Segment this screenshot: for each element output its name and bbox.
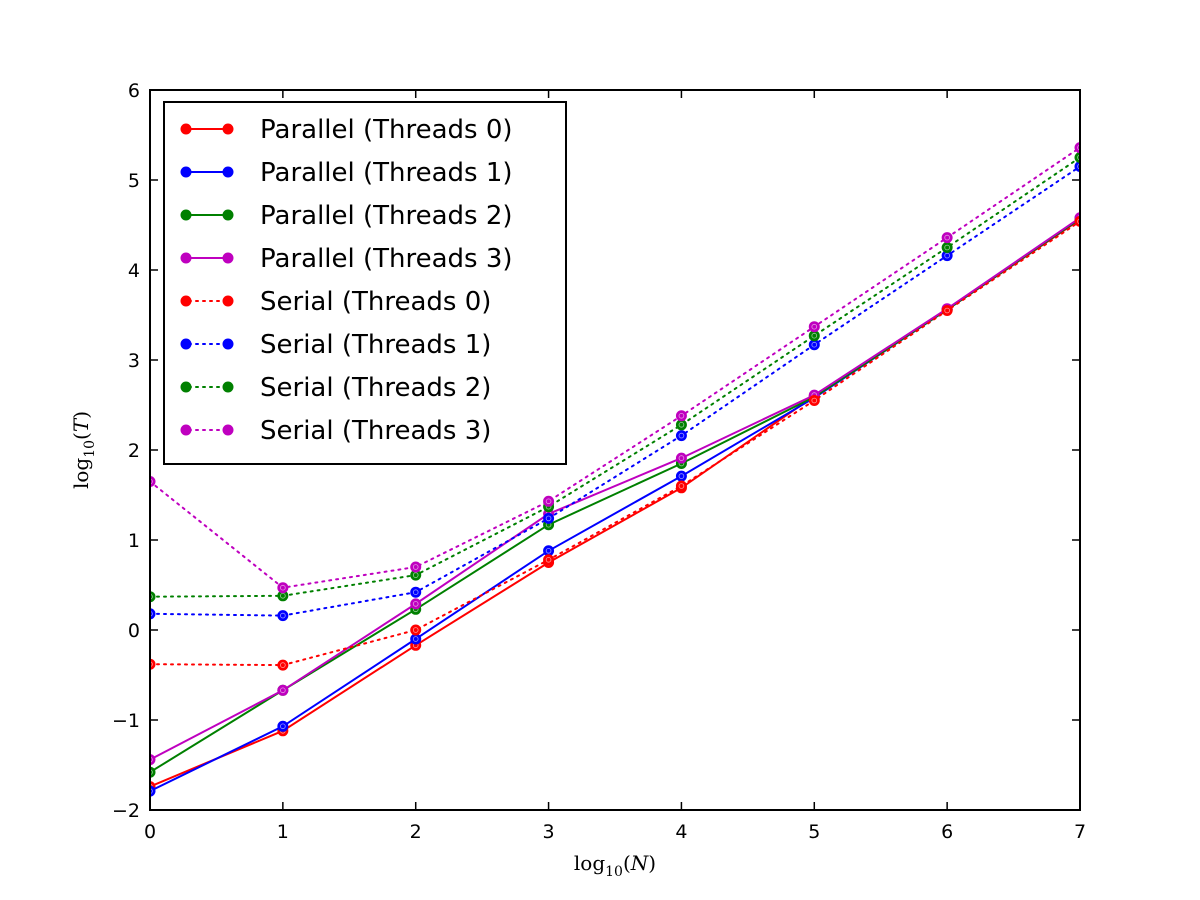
legend-item: Serial (Threads 3) xyxy=(180,416,491,446)
data-point xyxy=(410,624,422,636)
legend-marker xyxy=(180,295,192,307)
legend-marker xyxy=(180,424,192,436)
legend-item: Parallel (Threads 2) xyxy=(180,201,513,231)
data-point xyxy=(675,480,687,492)
series-8 xyxy=(150,142,1080,594)
y-tick-label: 3 xyxy=(128,350,140,372)
legend-item: Parallel (Threads 1) xyxy=(180,158,513,188)
legend-label: Serial (Threads 0) xyxy=(260,287,491,317)
x-axis-label-subscript: 10 xyxy=(605,864,623,880)
legend-marker xyxy=(222,123,234,135)
legend-label: Serial (Threads 3) xyxy=(260,416,491,446)
legend-marker xyxy=(180,338,192,350)
legend-label: Parallel (Threads 3) xyxy=(260,244,513,274)
data-point xyxy=(941,305,953,316)
y-axis-label-variable: T xyxy=(69,417,93,432)
data-point xyxy=(808,321,820,333)
legend-item: Serial (Threads 0) xyxy=(180,287,491,317)
data-point xyxy=(277,582,289,594)
data-point xyxy=(675,430,687,442)
legend-item: Serial (Threads 1) xyxy=(180,330,491,360)
legend-marker xyxy=(222,209,234,221)
legend-marker xyxy=(180,252,192,264)
x-axis-label-variable: N xyxy=(630,851,650,875)
y-tick-label: 5 xyxy=(128,170,140,192)
y-tick-label: 1 xyxy=(128,530,140,552)
series-line xyxy=(150,146,1080,589)
y-tick-label: −2 xyxy=(112,800,140,822)
legend-marker xyxy=(180,381,192,393)
legend-marker xyxy=(222,295,234,307)
series-layer xyxy=(150,142,1080,797)
series-5 xyxy=(150,215,1080,671)
legend: Parallel (Threads 0) Parallel (Threads 1)… xyxy=(163,101,567,465)
x-tick-label: 5 xyxy=(808,821,820,843)
legend-label: Parallel (Threads 1) xyxy=(260,158,513,188)
legend-marker xyxy=(222,166,234,178)
legend-marker xyxy=(222,338,234,350)
legend-marker xyxy=(222,381,234,393)
legend-marker xyxy=(180,209,192,221)
series-6 xyxy=(150,161,1080,622)
data-point xyxy=(675,452,687,464)
y-tick-label: −1 xyxy=(112,710,140,732)
y-tick-label: 0 xyxy=(128,620,140,642)
data-point xyxy=(410,586,422,598)
legend-box xyxy=(163,101,567,465)
data-point xyxy=(277,684,289,696)
data-point xyxy=(410,598,422,610)
series-line xyxy=(150,216,1080,761)
series-line xyxy=(150,220,1080,667)
x-axis-label-base: log xyxy=(574,851,605,875)
legend-marker xyxy=(180,123,192,135)
data-point xyxy=(543,512,555,524)
x-tick-label: 1 xyxy=(277,821,289,843)
data-point xyxy=(543,495,555,507)
legend-item: Parallel (Threads 0) xyxy=(180,115,513,145)
legend-label: Serial (Threads 2) xyxy=(260,373,491,403)
x-tick-label: 6 xyxy=(941,821,953,843)
legend-label: Serial (Threads 1) xyxy=(260,330,491,360)
y-axis-label: log10(T) xyxy=(69,411,98,489)
series-line xyxy=(150,156,1080,598)
legend-marker xyxy=(222,424,234,436)
x-tick-label: 3 xyxy=(543,821,555,843)
data-point xyxy=(277,720,289,732)
data-point xyxy=(675,410,687,422)
data-point xyxy=(941,232,953,244)
series-line xyxy=(150,165,1080,617)
y-axis-label-subscript: 10 xyxy=(82,440,98,458)
x-axis-label: log10(N) xyxy=(574,851,656,880)
legend-label: Parallel (Threads 2) xyxy=(260,201,513,231)
x-tick-label: 2 xyxy=(410,821,422,843)
y-tick-label: 4 xyxy=(128,260,140,282)
legend-item: Parallel (Threads 3) xyxy=(180,244,513,274)
x-tick-label: 0 xyxy=(144,821,156,843)
data-point xyxy=(675,470,687,482)
legend-label: Parallel (Threads 0) xyxy=(260,115,513,145)
y-tick-label: 6 xyxy=(128,80,140,102)
x-tick-label: 4 xyxy=(675,821,687,843)
y-axis-label-base: log xyxy=(69,458,93,489)
data-point xyxy=(410,561,422,573)
legend-marker xyxy=(222,252,234,264)
ticks-layer: 0 1 2 3 4 5 6 7 −2 −1 0 1 2 3 4 5 6 xyxy=(112,80,1086,843)
legend-marker xyxy=(180,166,192,178)
data-point xyxy=(277,610,289,622)
data-point xyxy=(941,242,953,253)
data-point xyxy=(543,554,555,566)
x-tick-label: 7 xyxy=(1074,821,1086,843)
legend-item: Serial (Threads 2) xyxy=(180,373,491,403)
y-tick-label: 2 xyxy=(128,440,140,462)
data-point xyxy=(808,395,820,406)
data-point xyxy=(277,659,289,671)
